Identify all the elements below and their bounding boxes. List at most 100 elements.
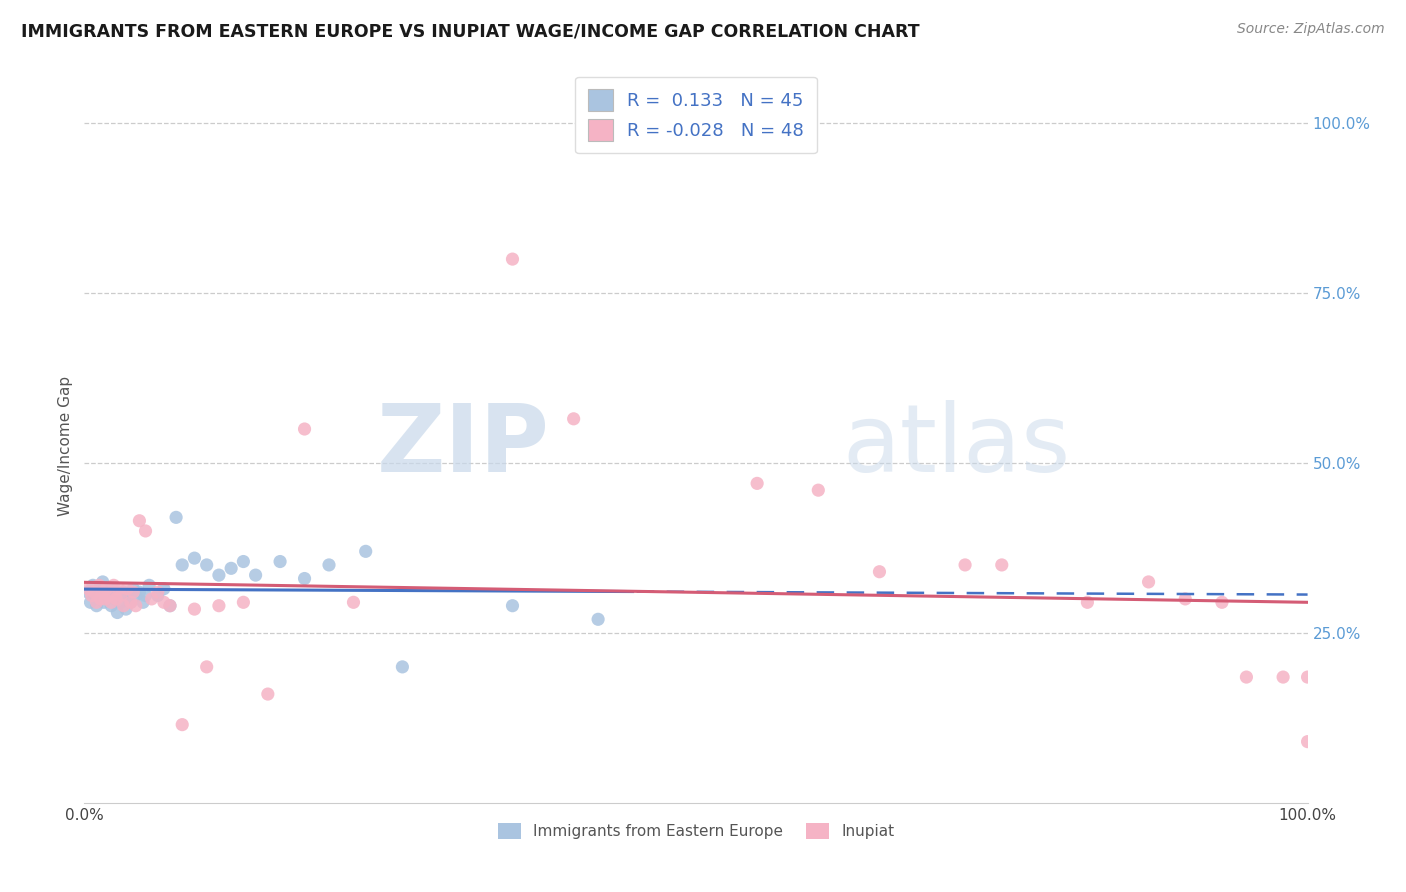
Point: [1076, 595, 1098, 609]
Text: IMMIGRANTS FROM EASTERN EUROPE VS INUPIAT WAGE/INCOME GAP CORRELATION CHART: IMMIGRANTS FROM EASTERN EUROPE VS INUPIA…: [21, 22, 920, 40]
Point: [354, 544, 377, 558]
Point: [91, 574, 114, 589]
Y-axis label: Wage/Income Gap: Wage/Income Gap: [58, 376, 73, 516]
Point: [294, 572, 316, 586]
Point: [245, 568, 267, 582]
Point: [87, 578, 110, 592]
Point: [1236, 670, 1258, 684]
Point: [195, 660, 218, 674]
Point: [122, 582, 145, 596]
Point: [1174, 591, 1197, 606]
Text: Source: ZipAtlas.com: Source: ZipAtlas.com: [1237, 22, 1385, 37]
Point: [120, 595, 142, 609]
Point: [318, 558, 340, 572]
Point: [122, 585, 145, 599]
Point: [103, 578, 125, 592]
Point: [101, 582, 124, 596]
Point: [86, 595, 108, 609]
Point: [120, 595, 142, 609]
Point: [172, 717, 194, 731]
Point: [104, 591, 127, 606]
Point: [89, 591, 111, 606]
Point: [183, 602, 205, 616]
Point: [165, 510, 187, 524]
Point: [1296, 734, 1319, 748]
Point: [96, 585, 118, 599]
Point: [91, 585, 114, 599]
Point: [172, 558, 194, 572]
Point: [112, 599, 135, 613]
Point: [1296, 670, 1319, 684]
Point: [195, 558, 218, 572]
Point: [146, 589, 169, 603]
Point: [100, 595, 122, 609]
Point: [586, 612, 609, 626]
Point: [869, 565, 891, 579]
Point: [257, 687, 280, 701]
Point: [135, 524, 157, 538]
Point: [391, 660, 413, 674]
Legend: Immigrants from Eastern Europe, Inupiat: Immigrants from Eastern Europe, Inupiat: [492, 817, 900, 845]
Point: [77, 582, 100, 596]
Point: [1272, 670, 1295, 684]
Point: [153, 582, 176, 596]
Point: [115, 582, 138, 596]
Point: [107, 589, 129, 603]
Point: [79, 595, 101, 609]
Point: [125, 589, 148, 603]
Point: [105, 606, 128, 620]
Point: [125, 599, 148, 613]
Text: atlas: atlas: [842, 400, 1071, 492]
Point: [747, 476, 769, 491]
Point: [77, 585, 100, 599]
Point: [97, 589, 120, 603]
Point: [159, 599, 181, 613]
Point: [84, 589, 107, 603]
Point: [1211, 595, 1233, 609]
Point: [80, 589, 103, 603]
Point: [153, 595, 176, 609]
Point: [562, 412, 585, 426]
Point: [89, 591, 111, 606]
Point: [294, 422, 316, 436]
Point: [208, 568, 231, 582]
Point: [117, 591, 139, 606]
Point: [807, 483, 830, 498]
Point: [146, 585, 169, 599]
Point: [128, 585, 150, 599]
Point: [97, 589, 120, 603]
Point: [107, 582, 129, 596]
Point: [269, 555, 291, 569]
Point: [138, 578, 160, 592]
Point: [219, 561, 242, 575]
Point: [135, 589, 157, 603]
Point: [183, 551, 205, 566]
Point: [110, 589, 132, 603]
Point: [132, 595, 155, 609]
Point: [112, 585, 135, 599]
Point: [87, 582, 110, 596]
Point: [128, 514, 150, 528]
Point: [94, 591, 117, 606]
Point: [82, 578, 104, 592]
Point: [110, 595, 132, 609]
Point: [141, 591, 163, 606]
Point: [342, 595, 364, 609]
Point: [1137, 574, 1160, 589]
Point: [96, 582, 118, 596]
Text: ZIP: ZIP: [377, 400, 550, 492]
Point: [93, 595, 115, 609]
Point: [83, 585, 105, 599]
Point: [232, 555, 254, 569]
Point: [100, 599, 122, 613]
Point: [991, 558, 1014, 572]
Point: [159, 599, 181, 613]
Point: [115, 602, 138, 616]
Point: [105, 591, 128, 606]
Point: [208, 599, 231, 613]
Point: [953, 558, 976, 572]
Point: [502, 252, 524, 266]
Point: [502, 599, 524, 613]
Point: [86, 599, 108, 613]
Point: [232, 595, 254, 609]
